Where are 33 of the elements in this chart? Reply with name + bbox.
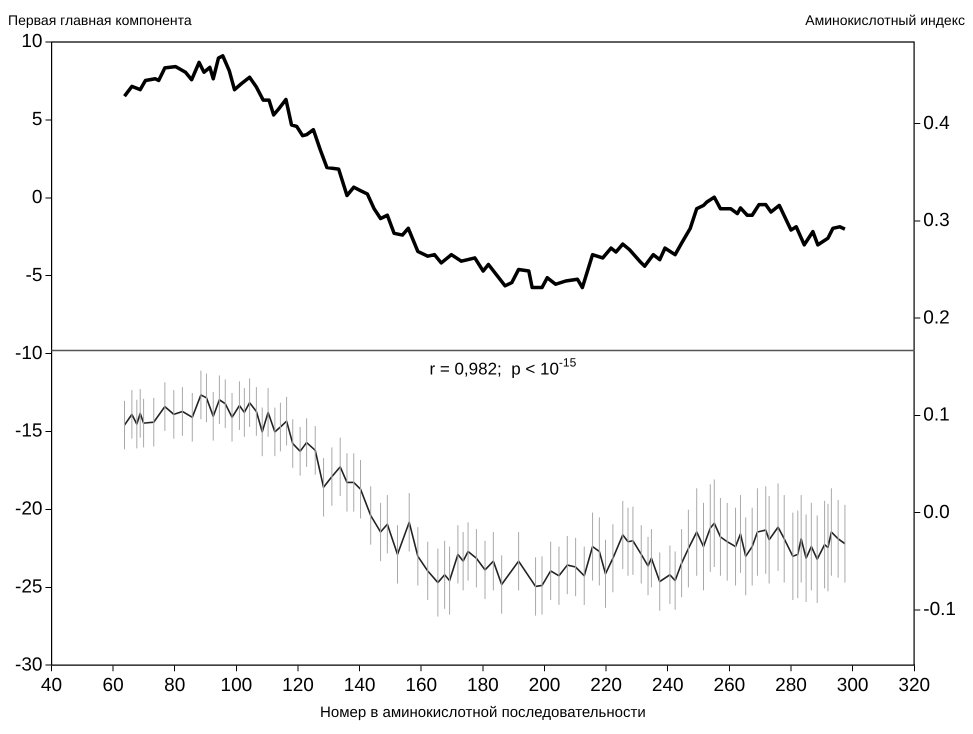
- x-tick-label: 280: [775, 674, 807, 696]
- y-tick-label: -5: [26, 264, 42, 286]
- y2-axis-title: Аминокислотный индекс: [805, 12, 965, 28]
- y2-tick-label: 0.0: [923, 502, 950, 523]
- y2-tick-label: 0.3: [923, 210, 950, 232]
- x-tick-label: 160: [405, 674, 438, 696]
- x-tick-label: 140: [344, 674, 376, 696]
- y-tick-label: -25: [14, 576, 42, 598]
- y-tick-label: -15: [14, 420, 42, 442]
- y-axis-title: Первая главная компонента: [8, 12, 192, 28]
- x-tick-label: 40: [40, 674, 62, 696]
- y2-tick-label: 0.2: [923, 307, 950, 328]
- x-tick-label: 300: [836, 674, 868, 696]
- y-tick-label: -10: [14, 342, 42, 364]
- x-tick-label: 320: [898, 674, 930, 696]
- x-tick-label: 120: [282, 674, 314, 696]
- x-tick-label: 80: [164, 674, 186, 696]
- y-tick-label: -30: [14, 654, 42, 676]
- x-tick-label: 180: [467, 674, 499, 696]
- y2-tick-label: 0.1: [923, 404, 950, 426]
- x-tick-label: 200: [528, 674, 560, 696]
- y2-tick-label: -0.1: [923, 599, 956, 620]
- y-tick-label: 10: [21, 31, 42, 52]
- y-tick-label: -20: [14, 498, 42, 520]
- x-tick-label: 240: [652, 674, 684, 696]
- y-tick-label: 5: [32, 109, 42, 130]
- y2-tick-label: 0.4: [923, 112, 950, 134]
- x-tick-label: 220: [590, 674, 622, 696]
- x-tick-label: 60: [102, 674, 124, 696]
- x-axis-title: Номер в аминокислотной последовательности: [320, 704, 646, 722]
- y-tick-label: 0: [32, 187, 42, 208]
- x-tick-label: 260: [714, 674, 746, 696]
- x-tick-label: 100: [220, 674, 252, 696]
